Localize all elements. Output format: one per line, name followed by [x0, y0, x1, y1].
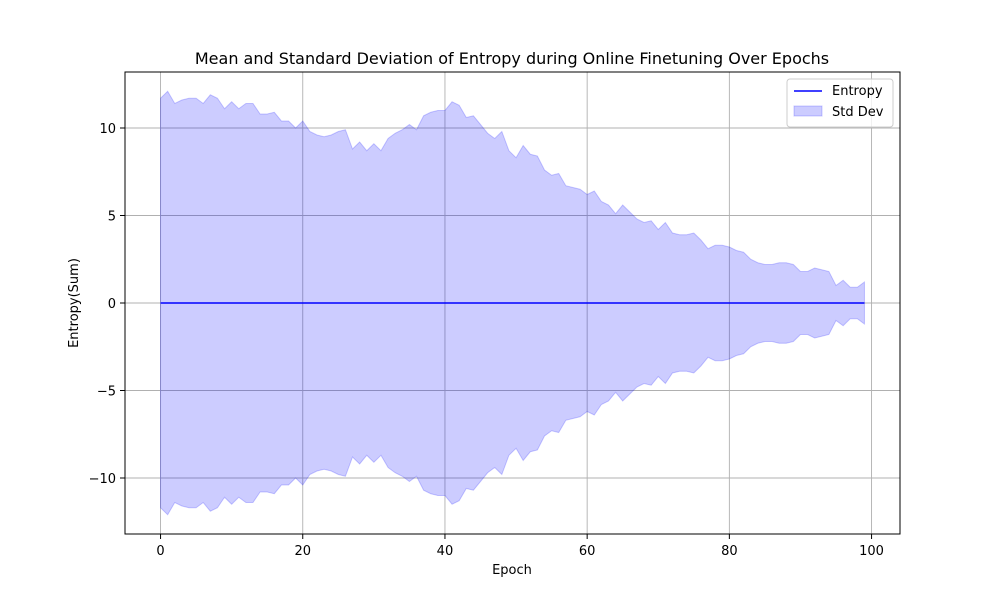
y-tick-label: 5 — [108, 210, 116, 225]
y-tick-label: 0 — [108, 297, 116, 312]
legend-entropy-label: Entropy — [832, 84, 883, 99]
x-tick-label: 20 — [294, 544, 311, 559]
x-tick-label: 40 — [437, 544, 454, 559]
chart-title: Mean and Standard Deviation of Entropy d… — [195, 49, 829, 68]
x-tick-label: 0 — [156, 544, 164, 559]
legend: Entropy Std Dev — [786, 78, 894, 128]
x-tick-label: 80 — [721, 544, 738, 559]
y-tick-label: −10 — [89, 472, 116, 487]
x-axis-label: Epoch — [492, 563, 532, 578]
y-tick-label: −5 — [97, 385, 116, 400]
legend-std-dev-swatch — [793, 105, 823, 117]
x-tick-label: 100 — [859, 544, 884, 559]
y-tick-label: 10 — [99, 122, 116, 137]
x-tick-label: 60 — [579, 544, 596, 559]
tick-labels: 0 20 40 60 80 100 −10 −5 0 5 10 — [89, 122, 884, 559]
axes — [120, 71, 901, 539]
y-axis-label: Entropy(Sum) — [67, 258, 82, 348]
legend-std-dev-label: Std Dev — [832, 105, 884, 120]
